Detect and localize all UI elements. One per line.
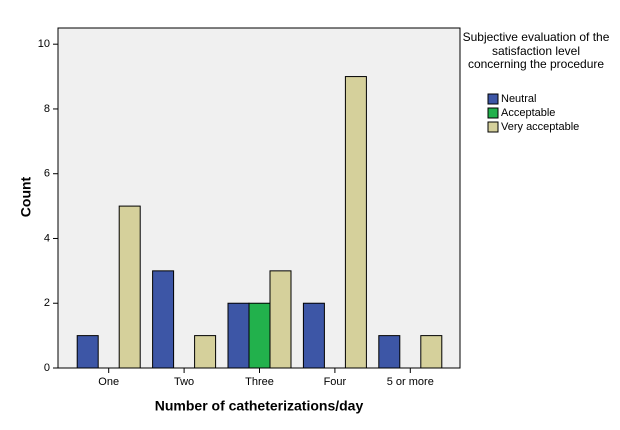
x-tick-label: One: [98, 376, 119, 388]
bar: [344, 76, 367, 369]
x-tick-label: Four: [324, 376, 347, 388]
bar: [227, 302, 250, 369]
legend-swatch: [487, 93, 499, 105]
legend-label: Neutral: [501, 93, 536, 105]
bar: [420, 335, 443, 369]
bar: [76, 335, 99, 369]
bar: [302, 302, 325, 369]
bar: [248, 302, 271, 369]
x-tick-label: Three: [245, 376, 274, 388]
legend-swatch: [487, 107, 499, 119]
x-axis-label: Number of catheterizations/day: [155, 398, 364, 414]
bar: [194, 335, 217, 369]
bar: [378, 335, 401, 369]
legend-title: Subjective evaluation of the satisfactio…: [462, 30, 610, 71]
y-axis-label: Count: [18, 176, 34, 217]
bar: [118, 205, 141, 369]
y-tick-label: 10: [38, 38, 50, 50]
y-tick-label: 8: [44, 103, 50, 115]
bar: [269, 270, 292, 369]
y-tick-label: 2: [44, 297, 50, 309]
x-tick-label: Two: [174, 376, 194, 388]
y-tick-label: 6: [44, 168, 50, 180]
y-tick-label: 4: [44, 232, 50, 244]
x-tick-label: 5 or more: [387, 376, 434, 388]
legend-label: Very acceptable: [501, 121, 579, 133]
bar: [152, 270, 175, 369]
legend-swatch: [487, 121, 499, 133]
y-tick-label: 0: [44, 362, 50, 374]
legend-label: Acceptable: [501, 107, 555, 119]
